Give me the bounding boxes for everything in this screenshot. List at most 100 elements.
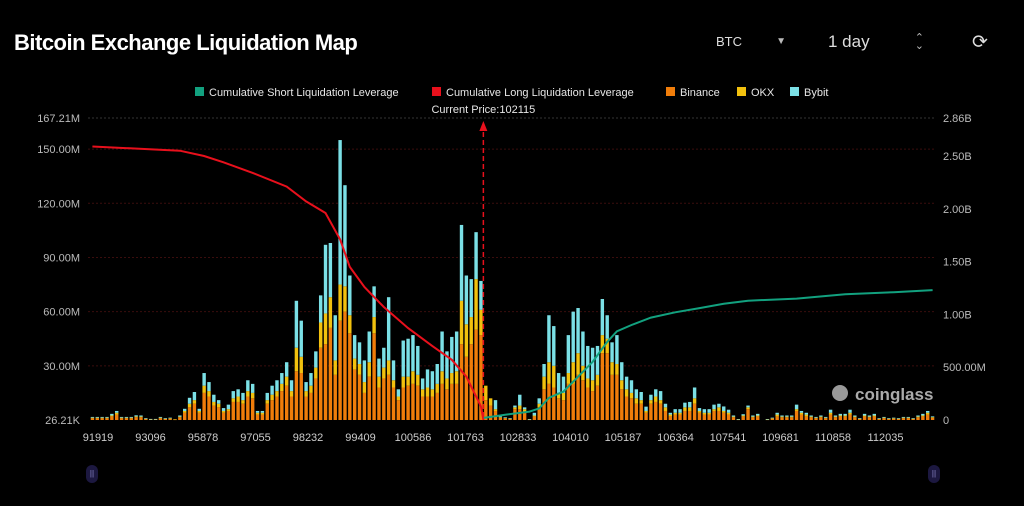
x-tick-label: 97055 <box>240 432 271 444</box>
bar-bybit <box>260 410 265 413</box>
bar-binance <box>411 383 415 420</box>
bar-okx <box>474 279 478 330</box>
bar-bybit <box>498 416 503 418</box>
bar-bybit <box>620 362 624 381</box>
legend-item: Binance <box>680 87 720 99</box>
bar-bybit <box>391 360 396 381</box>
symbol-select[interactable]: BTC ▼ <box>716 34 786 49</box>
bar-binance <box>459 344 464 420</box>
bar-binance <box>357 374 362 420</box>
bar-binance <box>697 412 702 420</box>
legend-item: Cumulative Long Liquidation Leverage <box>446 87 634 99</box>
bar-bybit <box>547 315 551 363</box>
bar-binance <box>877 418 881 420</box>
bar-bybit <box>692 387 697 399</box>
bar-binance <box>401 387 405 420</box>
bar-okx <box>799 412 804 415</box>
bar-binance <box>537 407 541 420</box>
bar-bybit <box>790 415 794 417</box>
range-slider-right-handle[interactable]: || <box>928 465 940 483</box>
bar-bybit <box>673 409 677 413</box>
bar-bybit <box>416 345 420 375</box>
bar-okx <box>231 398 235 402</box>
bar-bybit <box>882 416 886 418</box>
bar-okx <box>746 407 750 410</box>
bar-bybit <box>561 376 566 393</box>
bar-okx <box>139 416 143 418</box>
bar-binance <box>615 374 619 420</box>
bar-okx <box>406 376 410 386</box>
bar-binance <box>522 412 527 420</box>
bar-okx <box>571 362 575 384</box>
bar-bybit <box>280 373 284 384</box>
bar-bybit <box>600 298 605 336</box>
bar-binance <box>561 400 566 420</box>
bar-bybit <box>906 416 910 418</box>
x-tick-label: 101763 <box>447 432 484 444</box>
bar-okx <box>178 416 182 418</box>
short-cumulative-line <box>483 289 933 419</box>
bar-binance <box>420 396 425 420</box>
bar-okx <box>654 396 658 402</box>
bar-binance <box>202 392 206 420</box>
bar-bybit <box>896 418 901 419</box>
bar-okx <box>702 412 707 415</box>
refresh-icon[interactable]: ⟳ <box>972 32 988 53</box>
y-left-tick-label: 120.00M <box>37 198 80 210</box>
bar-bybit <box>872 413 876 416</box>
bar-bybit <box>862 413 867 416</box>
bar-bybit <box>926 410 930 413</box>
y-right-tick-label: 1.50B <box>943 257 972 269</box>
bar-bybit <box>314 351 318 368</box>
bar-bybit <box>304 382 308 392</box>
bar-bybit <box>255 410 260 413</box>
bar-binance <box>182 412 187 420</box>
bar-binance <box>867 417 872 420</box>
x-tick-label: 99409 <box>345 432 376 444</box>
bar-binance <box>226 410 231 420</box>
bar-binance <box>882 418 886 420</box>
bar-binance <box>658 403 663 420</box>
bar-okx <box>887 418 891 420</box>
bar-okx <box>110 415 114 417</box>
bar-bybit <box>678 409 682 413</box>
bar-binance <box>600 353 605 420</box>
bar-binance <box>391 387 396 420</box>
bar-okx <box>605 338 609 354</box>
watermark: coinglass <box>855 385 933 404</box>
bar-okx <box>275 391 279 397</box>
bar-binance <box>906 418 910 420</box>
bar-okx <box>673 412 677 415</box>
bar-okx <box>348 315 352 334</box>
bar-bybit <box>474 232 478 280</box>
bar-binance <box>323 344 328 420</box>
bar-binance <box>513 409 517 420</box>
range-select[interactable]: 1 day ⌃ ⌄ <box>828 32 924 52</box>
bar-binance <box>571 383 575 420</box>
bar-bybit <box>192 392 197 401</box>
bar-bybit <box>309 373 313 386</box>
bar-okx <box>833 416 838 418</box>
bar-bybit <box>362 360 367 383</box>
bar-bybit <box>858 418 862 419</box>
bar-binance <box>90 418 95 420</box>
bar-okx <box>663 407 668 411</box>
bar-binance <box>328 327 333 420</box>
bar-bybit <box>649 394 653 401</box>
x-tick-label: 98232 <box>293 432 324 444</box>
bar-okx <box>314 367 318 379</box>
bar-binance <box>586 387 590 420</box>
bar-binance <box>498 417 503 420</box>
bar-binance <box>896 418 901 420</box>
bar-okx <box>552 365 556 388</box>
range-slider-left-handle[interactable]: || <box>86 465 98 483</box>
bar-binance <box>556 398 561 420</box>
bar-binance <box>790 417 794 420</box>
x-tick-label: 95878 <box>188 432 219 444</box>
bar-binance <box>872 416 876 420</box>
bar-okx <box>416 374 420 386</box>
bar-binance <box>663 410 668 420</box>
bar-binance <box>260 414 265 420</box>
bar-binance <box>318 347 323 420</box>
bar-binance <box>887 418 891 420</box>
